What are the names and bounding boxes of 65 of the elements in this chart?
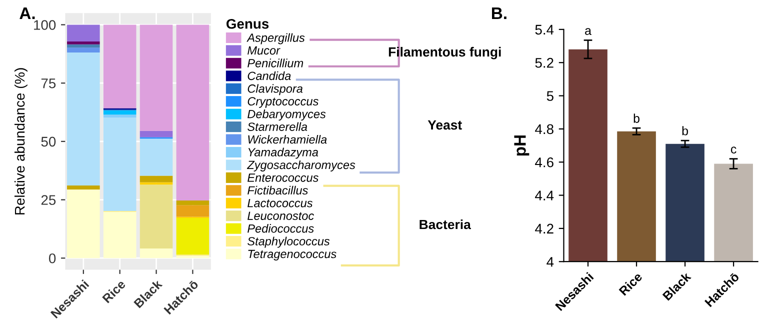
annotation: b bbox=[682, 126, 688, 136]
bar bbox=[176, 24, 210, 200]
legend-label: Cryptococcus bbox=[248, 97, 318, 108]
y-tick-label: 0 bbox=[48, 253, 56, 264]
legend-label: Aspergillus bbox=[246, 33, 305, 44]
legend-label: Candida bbox=[248, 71, 291, 80]
y-tick-label: 5.2 bbox=[535, 58, 554, 68]
y-axis-title: pH bbox=[514, 136, 530, 156]
bar bbox=[103, 212, 136, 258]
bar bbox=[140, 130, 173, 138]
bar bbox=[67, 186, 100, 190]
y-tick-label: 25 bbox=[41, 195, 56, 205]
text: Bacteria bbox=[420, 219, 471, 230]
legend-label: Pediococcus bbox=[248, 224, 314, 233]
bar bbox=[176, 200, 210, 206]
bar bbox=[67, 44, 100, 48]
bar bbox=[140, 24, 173, 131]
y-axis-title: Relative abundance (%) bbox=[14, 68, 28, 214]
legend-label: Lactococcus bbox=[248, 199, 313, 208]
chart-title: A. bbox=[20, 8, 35, 20]
bar bbox=[140, 138, 173, 176]
y-tick-label: 50 bbox=[41, 136, 56, 147]
bar bbox=[140, 176, 173, 182]
y-tick-label: 4.6 bbox=[535, 157, 554, 168]
bar bbox=[103, 118, 136, 211]
legend-label: Tetragenococcus bbox=[248, 250, 336, 260]
legend-label: Yamadazyma bbox=[248, 148, 318, 159]
legend-label: Debaryomyces bbox=[248, 110, 326, 121]
annotation: a bbox=[585, 28, 592, 35]
y-tick-label: 4.2 bbox=[535, 224, 554, 234]
bar bbox=[103, 24, 136, 108]
bar bbox=[67, 24, 100, 42]
y-tick-label: 4 bbox=[546, 257, 554, 267]
legend-label: Zygosaccharomyces bbox=[246, 160, 356, 172]
bar bbox=[103, 110, 136, 115]
bar bbox=[140, 248, 173, 258]
annotation: b bbox=[634, 114, 640, 123]
y-tick-label: 75 bbox=[41, 78, 56, 88]
legend-label: Penicillium bbox=[248, 58, 304, 68]
annotation: c bbox=[730, 146, 736, 154]
legend-label: Starmerella bbox=[248, 122, 308, 131]
text: Filamentous fungi bbox=[388, 46, 501, 60]
bar bbox=[67, 48, 100, 53]
bar bbox=[67, 52, 100, 186]
legend-label: Clavispora bbox=[248, 84, 303, 96]
y-tick-label: 5 bbox=[546, 91, 554, 101]
text: Yeast bbox=[428, 120, 462, 130]
bar bbox=[176, 205, 210, 217]
y-tick-label: 5.4 bbox=[535, 24, 554, 35]
bar bbox=[67, 190, 100, 258]
legend-title: Genus bbox=[226, 18, 269, 29]
bar bbox=[103, 114, 136, 118]
legend-label: Fictibacillus bbox=[248, 186, 308, 195]
y-tick-label: 100 bbox=[34, 20, 56, 30]
bar bbox=[140, 184, 173, 249]
bar bbox=[176, 218, 210, 255]
legend-label: Wickerhamiella bbox=[248, 135, 327, 144]
legend-label: Enterococcus bbox=[248, 174, 318, 182]
chart-title: B. bbox=[492, 8, 506, 20]
y-tick-label: 4.8 bbox=[535, 124, 554, 134]
legend-label: Leuconostoc bbox=[248, 212, 314, 220]
legend-label: Staphylococcus bbox=[248, 236, 330, 248]
bar bbox=[67, 42, 100, 44]
legend-label: Mucor bbox=[248, 46, 280, 55]
y-tick-label: 4.4 bbox=[535, 190, 554, 200]
